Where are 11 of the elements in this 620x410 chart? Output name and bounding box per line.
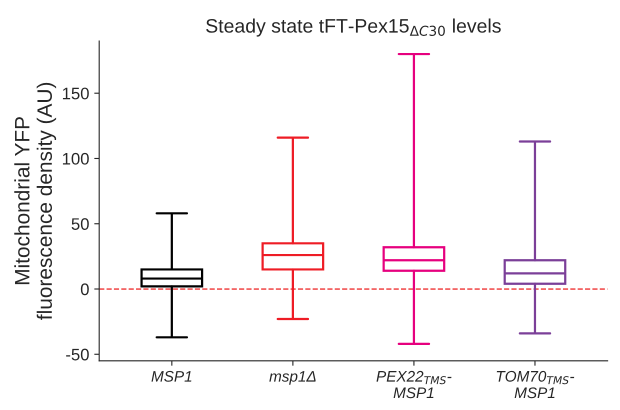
x-tick-label: MSP1 — [151, 370, 192, 382]
y-tick-label: 100 — [62, 152, 89, 165]
y-tick-label: 0 — [80, 283, 89, 296]
y-tick-label: -50 — [66, 348, 89, 360]
x-tick-label: TOM70$_{TMS}$- MSP1 — [496, 370, 574, 398]
y-axis-title: Mitochondrial YFP fluorescence density (AU) — [14, 82, 56, 320]
chart-title: Steady state tFT-Pex15$_{ΔC30}$ levels — [206, 18, 501, 37]
y-tick-label: 150 — [62, 88, 89, 100]
x-tick-label: msp1Δ — [269, 371, 316, 385]
y-tick-label: 50 — [72, 218, 89, 230]
x-tick-label: PEX22$_{TMS}$- MSP1 — [376, 370, 452, 398]
